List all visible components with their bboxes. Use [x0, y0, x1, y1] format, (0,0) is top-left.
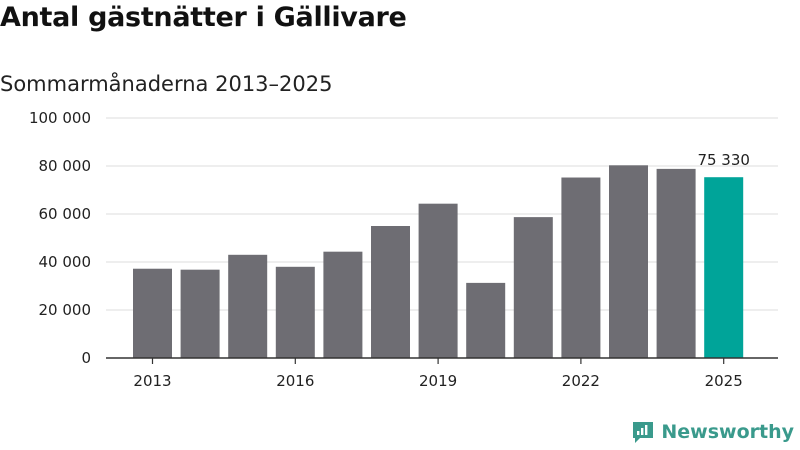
bar: [418, 203, 458, 358]
x-tick-label: 2022: [562, 372, 600, 390]
x-tick-label: 2013: [133, 372, 171, 390]
bar-data-label: 75 330: [697, 151, 750, 169]
chart-title: Antal gästnätter i Gällivare: [0, 2, 407, 33]
y-tick-label: 100 000: [29, 109, 91, 127]
y-tick-label: 40 000: [39, 253, 92, 271]
bar: [133, 268, 172, 358]
bar: [513, 217, 553, 358]
bar: [561, 177, 601, 358]
bar: [609, 165, 648, 358]
brand-name: Newsworthy: [661, 421, 794, 443]
x-tick-label: 2019: [419, 372, 457, 390]
brand-logo: Newsworthy: [631, 420, 794, 444]
bar: [228, 254, 268, 358]
y-tick-label: 0: [81, 349, 91, 367]
bar: [275, 266, 315, 358]
y-tick-label: 20 000: [39, 301, 92, 319]
y-tick-label: 80 000: [39, 157, 92, 175]
bar: [656, 168, 696, 358]
bar: [323, 251, 363, 358]
chart-subtitle: Sommarmånaderna 2013–2025: [0, 72, 333, 96]
y-tick-label: 60 000: [39, 205, 92, 223]
x-tick-label: 2016: [276, 372, 314, 390]
bar: [180, 269, 220, 358]
x-tick-label: 2025: [705, 372, 743, 390]
newsworthy-logo-icon: [633, 422, 654, 443]
bar: [371, 226, 410, 358]
bar: [466, 282, 506, 358]
bar-highlight: [704, 177, 744, 358]
